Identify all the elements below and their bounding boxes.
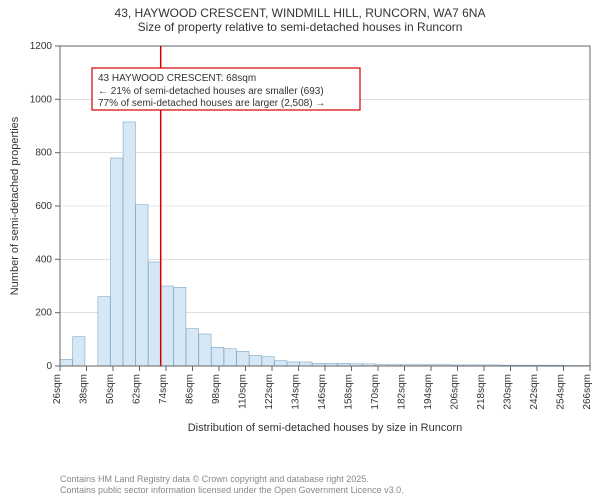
annotation-line-3: 77% of semi-detached houses are larger (… bbox=[98, 98, 325, 109]
title-line-1: 43, HAYWOOD CRESCENT, WINDMILL HILL, RUN… bbox=[0, 6, 600, 20]
svg-text:266sqm: 266sqm bbox=[582, 374, 593, 410]
histogram-bar bbox=[186, 329, 198, 366]
histogram-bar bbox=[262, 357, 274, 366]
histogram-bar bbox=[110, 158, 122, 366]
histogram-bar bbox=[300, 362, 312, 366]
histogram-bar bbox=[174, 287, 186, 366]
histogram-bar bbox=[73, 337, 85, 366]
chart-title: 43, HAYWOOD CRESCENT, WINDMILL HILL, RUN… bbox=[0, 0, 600, 36]
svg-text:200: 200 bbox=[35, 308, 52, 319]
histogram-bar bbox=[237, 351, 249, 366]
histogram-bar bbox=[211, 347, 223, 366]
svg-text:218sqm: 218sqm bbox=[476, 374, 487, 410]
svg-text:134sqm: 134sqm bbox=[291, 374, 302, 410]
y-axis-label: Number of semi-detached properties bbox=[9, 116, 21, 295]
svg-text:158sqm: 158sqm bbox=[344, 374, 355, 410]
svg-text:254sqm: 254sqm bbox=[556, 374, 567, 410]
svg-text:50sqm: 50sqm bbox=[105, 374, 116, 404]
annotation-line-1: 43 HAYWOOD CRESCENT: 68sqm bbox=[98, 73, 256, 84]
svg-text:38sqm: 38sqm bbox=[79, 374, 90, 404]
svg-text:230sqm: 230sqm bbox=[503, 374, 514, 410]
svg-text:62sqm: 62sqm bbox=[132, 374, 143, 404]
svg-text:600: 600 bbox=[35, 201, 52, 212]
svg-text:800: 800 bbox=[35, 148, 52, 159]
histogram-bar bbox=[249, 355, 261, 366]
histogram-bar bbox=[275, 361, 287, 366]
svg-text:146sqm: 146sqm bbox=[317, 374, 328, 410]
histogram-bar bbox=[224, 349, 236, 366]
histogram-bar bbox=[199, 334, 211, 366]
x-axis-label: Distribution of semi-detached houses by … bbox=[188, 422, 463, 434]
svg-text:0: 0 bbox=[46, 361, 52, 372]
svg-text:194sqm: 194sqm bbox=[423, 374, 434, 410]
histogram-bar bbox=[123, 122, 135, 366]
histogram-bar bbox=[60, 359, 72, 366]
histogram-bar bbox=[161, 286, 173, 366]
svg-text:98sqm: 98sqm bbox=[211, 374, 222, 404]
svg-text:86sqm: 86sqm bbox=[185, 374, 196, 404]
histogram-plot: 0 200 400 600 800 1000 1200 26sqm 38sqm 50sqm 62sq… bbox=[0, 36, 600, 446]
title-line-2: Size of property relative to semi-detach… bbox=[0, 20, 600, 36]
histogram-bar bbox=[287, 362, 299, 366]
svg-text:206sqm: 206sqm bbox=[450, 374, 461, 410]
histogram-bar bbox=[136, 205, 148, 366]
svg-text:122sqm: 122sqm bbox=[264, 374, 275, 410]
svg-text:242sqm: 242sqm bbox=[529, 374, 540, 410]
annotation-line-2: ← 21% of semi-detached houses are smalle… bbox=[98, 86, 324, 97]
svg-text:26sqm: 26sqm bbox=[52, 374, 63, 404]
svg-text:182sqm: 182sqm bbox=[397, 374, 408, 410]
svg-text:1000: 1000 bbox=[30, 94, 53, 105]
svg-text:170sqm: 170sqm bbox=[370, 374, 381, 410]
histogram-bar bbox=[98, 297, 110, 366]
svg-text:1200: 1200 bbox=[30, 41, 53, 52]
footer-line-1: Contains HM Land Registry data © Crown c… bbox=[60, 474, 404, 485]
svg-text:110sqm: 110sqm bbox=[238, 374, 249, 409]
histogram-bar bbox=[148, 262, 160, 366]
licence-footer: Contains HM Land Registry data © Crown c… bbox=[60, 474, 404, 497]
footer-line-2: Contains public sector information licen… bbox=[60, 485, 404, 496]
svg-text:400: 400 bbox=[35, 254, 52, 265]
svg-text:74sqm: 74sqm bbox=[158, 374, 169, 404]
